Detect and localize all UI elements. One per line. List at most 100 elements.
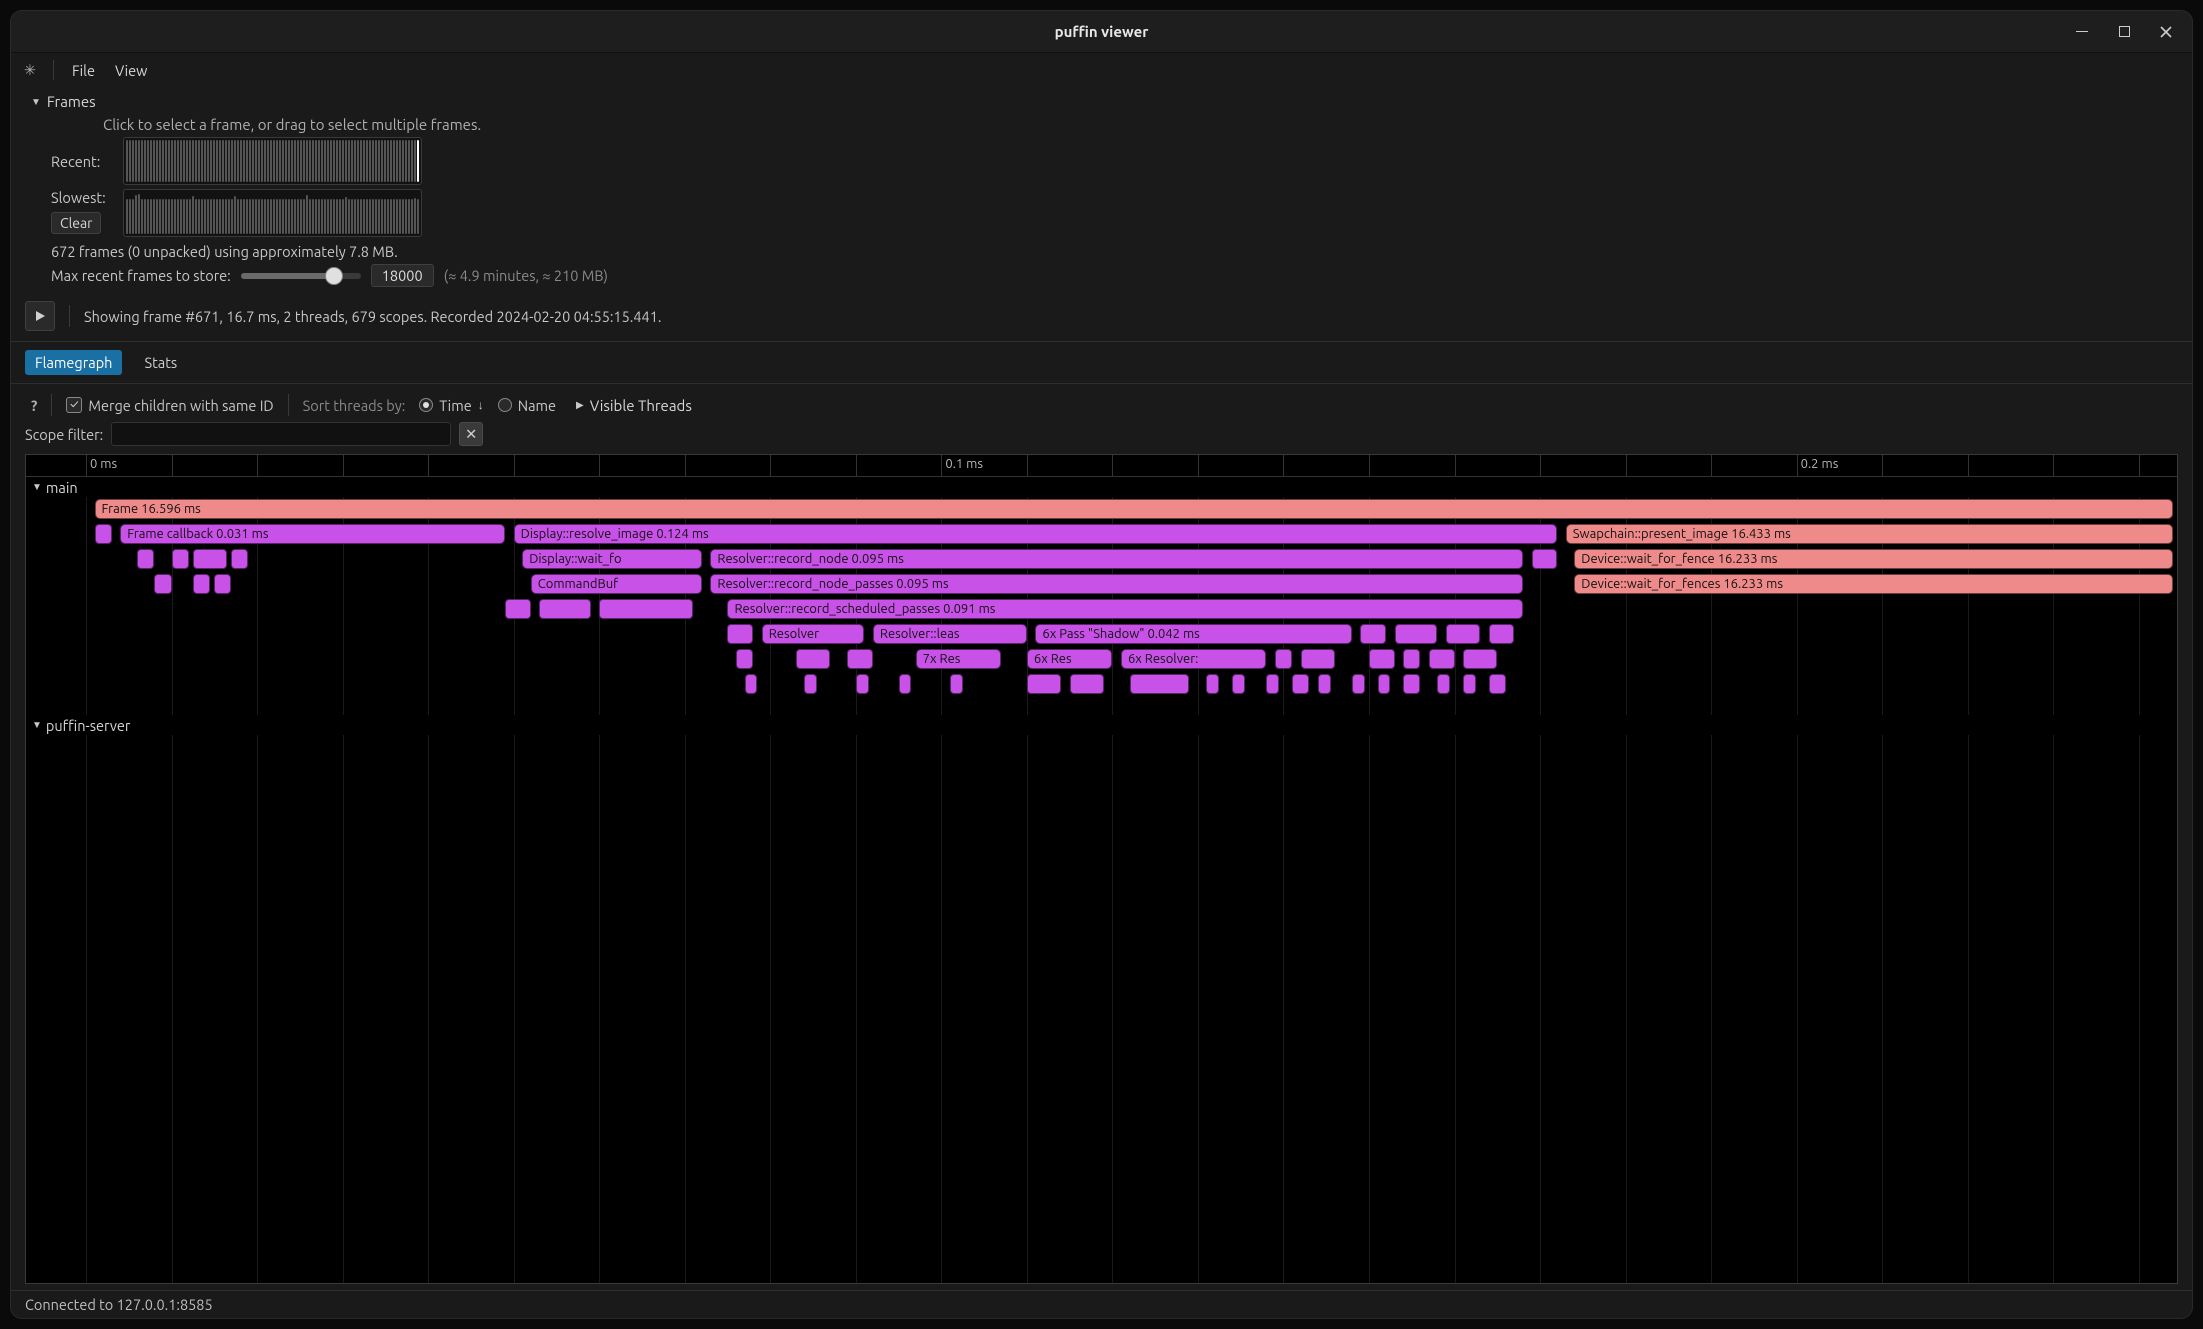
scope[interactable] <box>736 649 753 669</box>
scope[interactable] <box>1275 649 1292 669</box>
scope[interactable] <box>1027 674 1061 694</box>
scope[interactable] <box>804 674 817 694</box>
frame-bar[interactable] <box>216 199 218 234</box>
frame-bar[interactable] <box>363 199 365 234</box>
frame-bar[interactable] <box>414 198 416 234</box>
frame-bar[interactable] <box>126 199 128 234</box>
frame-bar[interactable] <box>258 199 260 234</box>
scope[interactable] <box>1070 674 1104 694</box>
frame-bar[interactable] <box>387 140 389 182</box>
minimize-button[interactable] <box>2062 16 2102 48</box>
frame-bar[interactable] <box>399 199 401 234</box>
maximize-button[interactable] <box>2104 16 2144 48</box>
frame-bar[interactable] <box>285 199 287 234</box>
frame-bar[interactable] <box>369 199 371 234</box>
frame-bar[interactable] <box>216 140 218 182</box>
frame-bar[interactable] <box>390 140 392 182</box>
frame-bar[interactable] <box>219 199 221 234</box>
frame-bar[interactable] <box>186 140 188 182</box>
frame-bar[interactable] <box>168 140 170 182</box>
frame-bar[interactable] <box>159 199 161 234</box>
frame-bar[interactable] <box>204 199 206 234</box>
frame-bar[interactable] <box>219 140 221 182</box>
frame-bar[interactable] <box>225 140 227 182</box>
frame-bar[interactable] <box>276 199 278 234</box>
help-button[interactable]: ? <box>31 397 37 414</box>
frame-bar[interactable] <box>141 140 143 182</box>
frame-bar[interactable] <box>222 140 224 182</box>
flamegraph-body[interactable]: ▼main▼puffin-serverFrame 16.596 msFrame … <box>26 477 2177 1283</box>
frame-bar[interactable] <box>324 140 326 182</box>
frame-bar[interactable] <box>321 199 323 234</box>
scope[interactable]: Device::wait_for_fence 16.233 ms <box>1574 549 2173 569</box>
scope[interactable] <box>137 549 154 569</box>
scope[interactable]: Resolver::record_node_passes 0.095 ms <box>710 574 1523 594</box>
scope[interactable] <box>1360 624 1386 644</box>
scope[interactable] <box>1429 649 1455 669</box>
frame-bar[interactable] <box>300 140 302 182</box>
frame-bar[interactable] <box>417 199 419 234</box>
frame-bar[interactable] <box>351 140 353 182</box>
frame-bar[interactable] <box>210 140 212 182</box>
frame-bar[interactable] <box>270 199 272 234</box>
frame-bar[interactable] <box>228 140 230 182</box>
scope[interactable] <box>950 674 963 694</box>
scope[interactable]: Frame 16.596 ms <box>95 499 2173 519</box>
tab-flamegraph[interactable]: Flamegraph <box>25 350 122 375</box>
frame-bar[interactable] <box>300 199 302 234</box>
frame-bar[interactable] <box>315 199 317 234</box>
scope[interactable] <box>1266 674 1279 694</box>
frame-bar[interactable] <box>201 140 203 182</box>
frame-bar[interactable] <box>156 199 158 234</box>
frame-bar[interactable] <box>234 140 236 182</box>
frame-bar[interactable] <box>129 140 131 182</box>
frame-bar[interactable] <box>309 140 311 182</box>
frame-bar[interactable] <box>162 199 164 234</box>
frame-bar[interactable] <box>327 199 329 234</box>
scope[interactable] <box>727 624 753 644</box>
frame-bar[interactable] <box>405 199 407 234</box>
frame-bar[interactable] <box>186 199 188 234</box>
frame-bar[interactable] <box>318 199 320 234</box>
frame-bar[interactable] <box>306 140 308 182</box>
scope[interactable] <box>1369 649 1395 669</box>
scope[interactable] <box>1378 674 1391 694</box>
frame-bar[interactable] <box>135 195 137 234</box>
scope[interactable] <box>1403 649 1420 669</box>
max-frames-value[interactable]: 18000 <box>371 264 434 287</box>
frame-bar[interactable] <box>183 140 185 182</box>
frame-bar[interactable] <box>348 199 350 234</box>
frame-bar[interactable] <box>378 199 380 234</box>
frame-bar[interactable] <box>294 199 296 234</box>
frame-bar[interactable] <box>126 140 128 182</box>
scope[interactable]: Device::wait_for_fences 16.233 ms <box>1574 574 2173 594</box>
frame-bar[interactable] <box>372 140 374 182</box>
frame-bar[interactable] <box>378 140 380 182</box>
scope[interactable]: CommandBuf <box>531 574 702 594</box>
frame-bar[interactable] <box>237 199 239 234</box>
scope[interactable]: 6x Res <box>1027 649 1113 669</box>
frame-bar[interactable] <box>384 199 386 234</box>
scope[interactable]: Swapchain::present_image 16.433 ms <box>1566 524 2173 544</box>
frame-bar[interactable] <box>318 140 320 182</box>
frame-bar[interactable] <box>138 140 140 182</box>
frame-bar[interactable] <box>345 140 347 182</box>
scope[interactable] <box>95 524 112 544</box>
frame-bar[interactable] <box>201 199 203 234</box>
frame-bar[interactable] <box>345 197 347 234</box>
frame-bar[interactable] <box>405 140 407 182</box>
clear-button[interactable]: Clear <box>51 212 101 234</box>
frame-bar[interactable] <box>231 199 233 234</box>
frame-bar[interactable] <box>210 199 212 234</box>
frame-bar[interactable] <box>354 140 356 182</box>
frame-bar[interactable] <box>147 199 149 234</box>
thread-header[interactable]: ▼puffin-server <box>26 715 2177 735</box>
frame-bar[interactable] <box>396 140 398 182</box>
frame-bar[interactable] <box>402 199 404 234</box>
sort-time-radio[interactable]: Time ↓ <box>419 397 483 414</box>
frame-bar[interactable] <box>138 194 140 234</box>
frame-bar[interactable] <box>141 199 143 234</box>
frame-bar[interactable] <box>240 140 242 182</box>
frame-bar[interactable] <box>297 140 299 182</box>
frame-bar[interactable] <box>144 140 146 182</box>
